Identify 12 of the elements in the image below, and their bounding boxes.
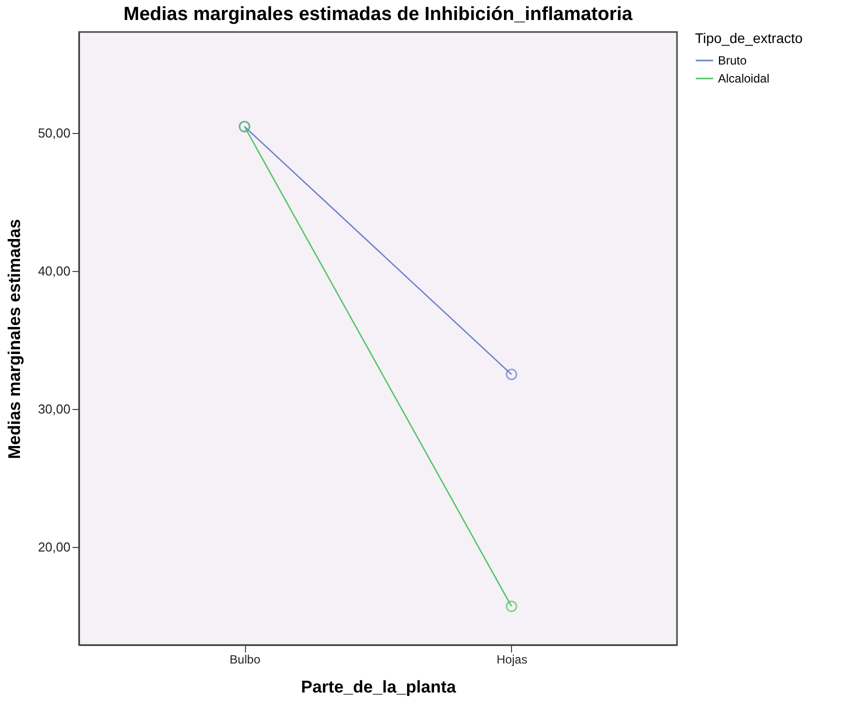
y-tick-label: 30,00 (38, 401, 70, 416)
y-tick-label: 50,00 (38, 125, 70, 140)
legend-title: Tipo_de_extracto (695, 30, 803, 46)
x-axis-title: Parte_de_la_planta (301, 678, 457, 696)
chart-title: Medias marginales estimadas de Inhibición_inflamatoria (124, 4, 633, 25)
legend-label: Alcaloidal (718, 72, 770, 86)
legend-label: Bruto (718, 54, 748, 68)
x-tick-label: Hojas (496, 652, 528, 666)
y-tick-label: 20,00 (38, 539, 70, 554)
x-tick-label: Bulbo (230, 652, 261, 666)
y-axis-title: Medias marginales estimadas (4, 218, 24, 460)
y-tick-label: 40,00 (38, 263, 70, 278)
